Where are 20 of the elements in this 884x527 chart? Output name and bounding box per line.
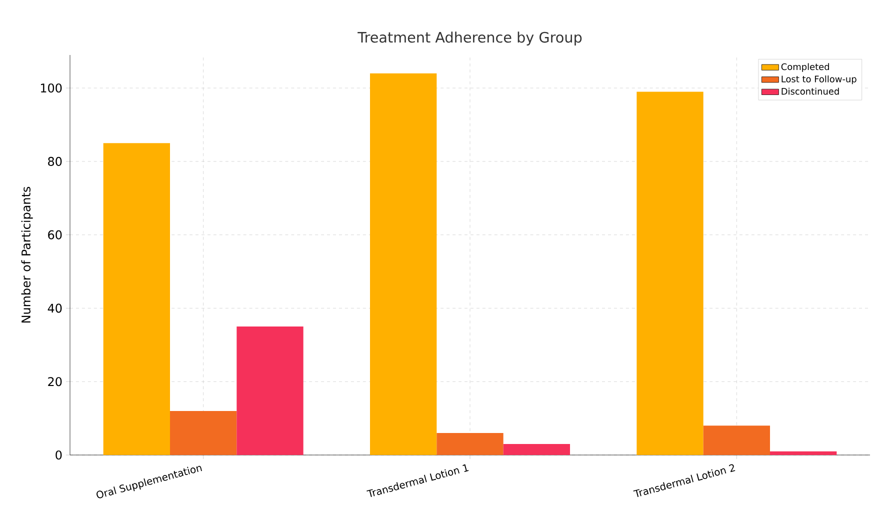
legend-label: Lost to Follow-up xyxy=(782,75,856,84)
y-tick-label: 40 xyxy=(48,304,62,313)
y-tick-label: 80 xyxy=(48,156,62,166)
bar xyxy=(436,432,504,455)
y-tick-label: 0 xyxy=(56,450,62,460)
bar xyxy=(170,410,237,455)
legend-label: Completed xyxy=(781,63,829,72)
bar xyxy=(770,451,837,455)
y-tick-label: 20 xyxy=(48,377,62,386)
bar xyxy=(503,444,570,455)
bar xyxy=(703,426,770,455)
bar xyxy=(103,143,170,455)
bar xyxy=(236,326,304,455)
bar xyxy=(636,92,704,455)
y-axis-title: Number of Participants xyxy=(21,186,33,323)
y-tick-label: 60 xyxy=(48,230,62,240)
legend-label: Discontinued xyxy=(782,88,839,95)
chart-title: Treatment Adherence by Group xyxy=(358,32,582,46)
y-tick-label: 100 xyxy=(40,84,62,93)
bar xyxy=(370,73,437,455)
